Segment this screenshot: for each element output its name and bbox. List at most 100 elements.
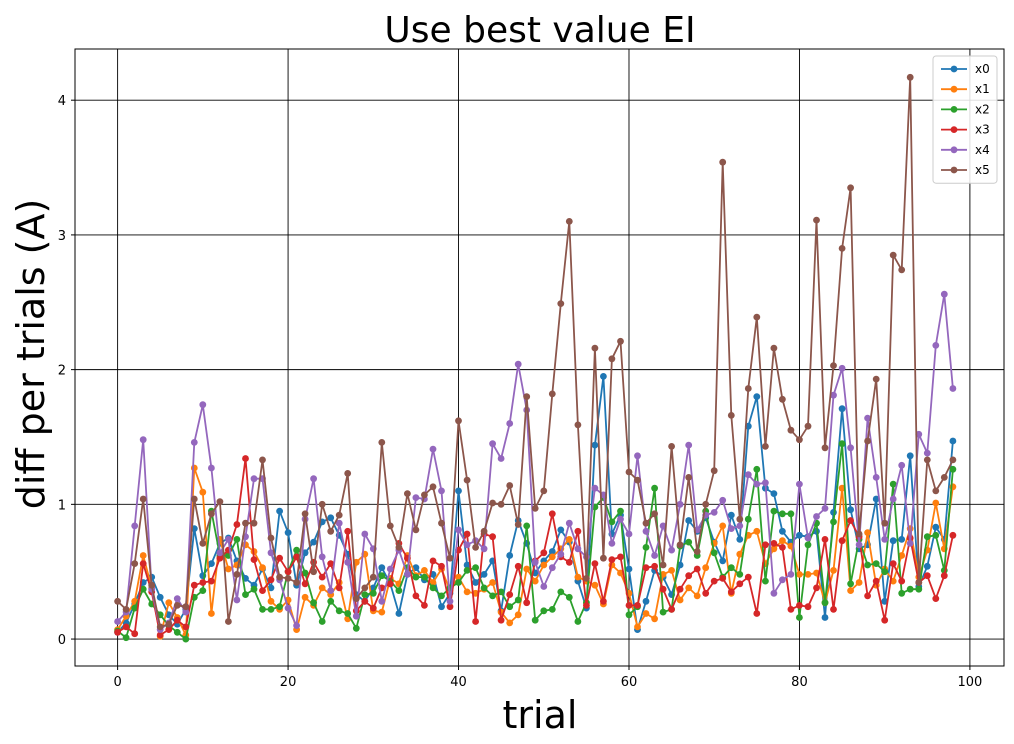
data-point-x3 [642, 564, 650, 572]
data-point-x2 [847, 580, 854, 588]
data-point-x5 [156, 623, 164, 631]
data-point-x2 [318, 618, 326, 625]
data-point-x3 [208, 577, 215, 585]
data-point-x5 [190, 495, 198, 503]
data-point-x4 [872, 474, 880, 481]
data-point-x3 [668, 606, 675, 613]
data-point-x4 [906, 540, 914, 547]
data-point-x5 [267, 534, 275, 542]
data-point-x5 [429, 483, 437, 491]
data-point-x3 [540, 549, 548, 557]
data-point-x1 [199, 488, 207, 496]
data-point-x5 [600, 554, 607, 562]
data-point-x0 [276, 507, 283, 515]
data-point-x5 [540, 487, 548, 495]
data-point-x2 [651, 484, 658, 492]
data-point-x5 [259, 456, 266, 464]
data-point-x1 [770, 545, 778, 553]
data-point-x3 [813, 584, 820, 592]
data-point-x4 [796, 480, 803, 488]
data-point-x2 [182, 635, 190, 643]
data-point-x0 [753, 393, 761, 400]
data-point-x2 [548, 606, 556, 613]
data-point-x4 [531, 558, 539, 566]
data-point-x3 [199, 579, 207, 586]
y-axis-label: diff per trials (A) [9, 199, 53, 510]
data-point-x4 [889, 495, 897, 503]
data-point-x3 [514, 562, 522, 570]
data-point-x3 [497, 616, 505, 624]
data-point-x3 [182, 623, 190, 631]
data-point-x3 [898, 577, 906, 585]
data-point-x2 [625, 611, 633, 619]
data-point-x4 [429, 445, 437, 453]
data-point-x3 [429, 557, 437, 565]
data-point-x2 [906, 585, 914, 593]
data-point-x2 [753, 465, 761, 473]
data-point-x5 [531, 505, 539, 512]
data-point-x0 [463, 561, 471, 569]
data-point-x3 [463, 530, 471, 538]
data-point-x3 [216, 554, 224, 562]
data-point-x4 [173, 595, 181, 602]
data-point-x5 [489, 499, 496, 507]
data-point-x2 [642, 544, 650, 551]
legend-marker-x1 [950, 85, 958, 93]
data-point-x5 [199, 540, 207, 547]
data-point-x2 [821, 599, 829, 607]
data-point-x5 [438, 519, 445, 527]
data-point-x0 [906, 452, 914, 460]
data-point-x4 [847, 444, 854, 452]
data-point-x2 [199, 587, 207, 594]
y-tick-label: 4 [58, 94, 66, 109]
data-point-x5 [139, 495, 147, 503]
data-point-x3 [923, 572, 931, 580]
data-point-x2 [122, 634, 130, 642]
data-point-x4 [949, 385, 957, 392]
data-point-x4 [131, 522, 139, 530]
data-point-x5 [770, 344, 778, 352]
data-point-x3 [412, 592, 420, 600]
data-point-x3 [156, 631, 164, 639]
data-point-x1 [693, 592, 701, 600]
data-point-x1 [719, 522, 727, 530]
data-point-x1 [259, 564, 266, 572]
data-point-x2 [540, 607, 548, 615]
data-point-x5 [497, 500, 505, 508]
data-point-x1 [378, 608, 386, 616]
data-point-x3 [591, 560, 599, 567]
data-point-x4 [557, 550, 565, 558]
data-point-x4 [548, 564, 556, 572]
data-point-x4 [335, 519, 343, 527]
data-point-x4 [787, 571, 795, 578]
data-point-x2 [889, 480, 897, 488]
data-point-x5 [651, 510, 658, 518]
data-point-x2 [830, 518, 837, 526]
data-point-x0 [327, 514, 335, 522]
data-point-x3 [446, 603, 454, 611]
legend-marker-x2 [950, 106, 958, 113]
data-point-x5 [122, 606, 130, 613]
data-point-x2 [173, 628, 181, 636]
data-point-x4 [318, 553, 326, 561]
data-point-x5 [923, 456, 931, 464]
data-point-x5 [710, 467, 718, 475]
data-point-x4 [753, 480, 761, 488]
data-point-x5 [114, 597, 121, 605]
data-point-x5 [940, 474, 948, 481]
data-point-x5 [753, 313, 761, 321]
data-point-x1 [574, 573, 582, 581]
data-point-x0 [838, 405, 846, 413]
data-point-x5 [276, 573, 283, 581]
data-point-x1 [489, 579, 496, 586]
data-point-x2 [915, 585, 923, 593]
data-point-x0 [208, 560, 215, 567]
data-point-x3 [762, 541, 769, 549]
data-point-x2 [421, 573, 428, 581]
data-point-x3 [506, 591, 514, 598]
data-point-x5 [173, 602, 181, 609]
data-point-x2 [787, 510, 795, 518]
data-point-x2 [472, 564, 479, 572]
data-point-x2 [480, 584, 488, 592]
data-point-x5 [736, 515, 744, 523]
